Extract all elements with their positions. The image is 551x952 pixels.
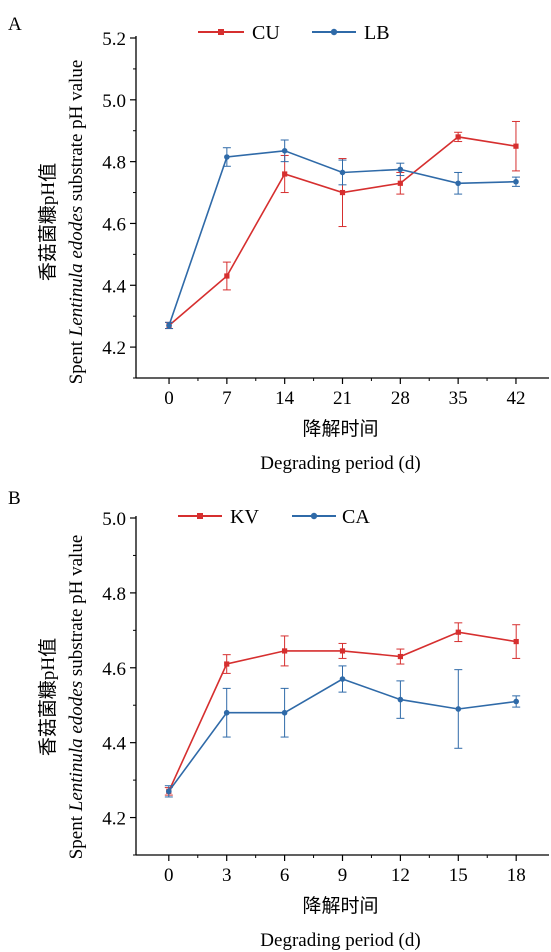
x-tick-label: 9	[338, 865, 348, 886]
series-LB	[165, 139, 520, 330]
data-point	[339, 648, 346, 654]
chart-panel-B: B 4.2 4.4 4.6 4.8 5.0 0 3 6 9 12 15 18 降解时间 Degrading …	[8, 488, 549, 951]
x-tick-label: 3	[222, 865, 232, 886]
panel-label: A	[8, 14, 22, 35]
data-point	[397, 180, 403, 186]
y-tick-label: 4.6	[102, 659, 126, 680]
data-point	[281, 148, 288, 154]
data-point	[223, 709, 230, 716]
y-tick-label: 5.0	[102, 509, 126, 530]
x-axis-title-cn: 降解时间	[302, 895, 378, 917]
y-axis-title-part: Lentinula edodes	[66, 681, 87, 812]
data-point	[166, 788, 172, 795]
series-CU	[165, 120, 520, 330]
legend-label-LB: LB	[364, 22, 390, 44]
legend-marker-KV	[197, 513, 203, 519]
x-axis-title-en: Degrading period (d)	[260, 930, 420, 951]
x-axis-title-en: Degrading period (d)	[260, 453, 420, 474]
data-point	[281, 709, 288, 716]
data-point	[166, 322, 172, 329]
x-tick-label: 18	[507, 865, 526, 886]
y-axis-title-en: Spent Lentinula edodes substrate pH valu…	[66, 60, 87, 385]
y-axis-title: 香菇菌糠pH值 Spent Lentinula edodes substrate …	[36, 535, 87, 860]
data-point	[339, 169, 346, 176]
y-axis-title-part: substrate pH value	[66, 60, 87, 206]
y-axis-title-part: substrate pH value	[66, 535, 87, 681]
y-tick-label: 5.2	[102, 29, 126, 50]
data-point	[282, 171, 288, 177]
data-point	[397, 166, 404, 173]
y-tick-label: 4.4	[102, 276, 126, 297]
data-point	[339, 189, 346, 196]
legend-label-CA: CA	[342, 506, 370, 528]
x-tick-label: 0	[164, 388, 174, 409]
y-tick-label: 4.8	[102, 584, 126, 605]
data-point	[513, 143, 519, 149]
y-tick-label: 4.4	[102, 734, 126, 755]
y-axis-title-cn: 香菇菌糠pH值	[36, 638, 59, 756]
legend-label-CU: CU	[252, 22, 280, 44]
x-tick-label: 0	[164, 865, 174, 886]
y-tick-label: 4.8	[102, 153, 126, 174]
y-tick-label: 4.2	[102, 338, 126, 359]
legend-marker-CU	[218, 29, 224, 35]
data-point	[455, 629, 461, 635]
data-point	[224, 154, 230, 160]
data-point	[397, 653, 403, 660]
x-tick-label: 15	[449, 865, 468, 886]
y-axis-title: 香菇菌糠pH值 Spent Lentinula edodes substrate …	[36, 60, 87, 385]
series-CA	[164, 665, 521, 798]
data-point	[513, 638, 519, 645]
x-tick-label: 7	[222, 388, 232, 409]
y-axis-title-part: Spent	[66, 811, 87, 859]
data-point	[513, 178, 519, 185]
data-point	[455, 706, 462, 712]
y-axis-title-part: Spent	[66, 336, 87, 384]
y-axis-title-part: Lentinula edodes	[66, 206, 87, 337]
x-axis-title-cn: 降解时间	[302, 418, 378, 440]
y-tick-label: 4.6	[102, 214, 126, 235]
data-point	[282, 648, 288, 654]
data-point	[397, 696, 404, 703]
x-tick-label: 12	[391, 865, 410, 886]
data-point	[224, 661, 230, 667]
data-point	[224, 273, 230, 279]
chart-panel-A: A 4.2 4.4 4.6 4.8 5.0 5.2 0 7 14 21 28 35 42 降解时间 Degra…	[8, 14, 549, 474]
x-tick-label: 35	[449, 388, 468, 409]
panel-label: B	[8, 488, 21, 509]
data-point	[455, 180, 461, 187]
y-tick-label: 4.2	[102, 809, 126, 830]
legend-marker-LB	[330, 28, 338, 36]
data-point	[513, 698, 519, 705]
legend-marker-CA	[310, 512, 318, 520]
x-tick-label: 6	[280, 865, 290, 886]
y-tick-label: 5.0	[102, 91, 126, 112]
x-tick-label: 21	[333, 388, 352, 409]
y-axis-title-en: Spent Lentinula edodes substrate pH valu…	[66, 535, 87, 860]
x-tick-label: 28	[391, 388, 410, 409]
legend-label-KV: KV	[230, 506, 259, 528]
series-KV	[164, 622, 521, 796]
x-tick-label: 42	[506, 388, 525, 409]
data-point	[339, 676, 346, 682]
data-point	[455, 134, 461, 140]
y-axis-title-cn: 香菇菌糠pH值	[36, 163, 59, 281]
series-line-CA	[168, 678, 517, 792]
x-tick-label: 14	[275, 388, 295, 409]
